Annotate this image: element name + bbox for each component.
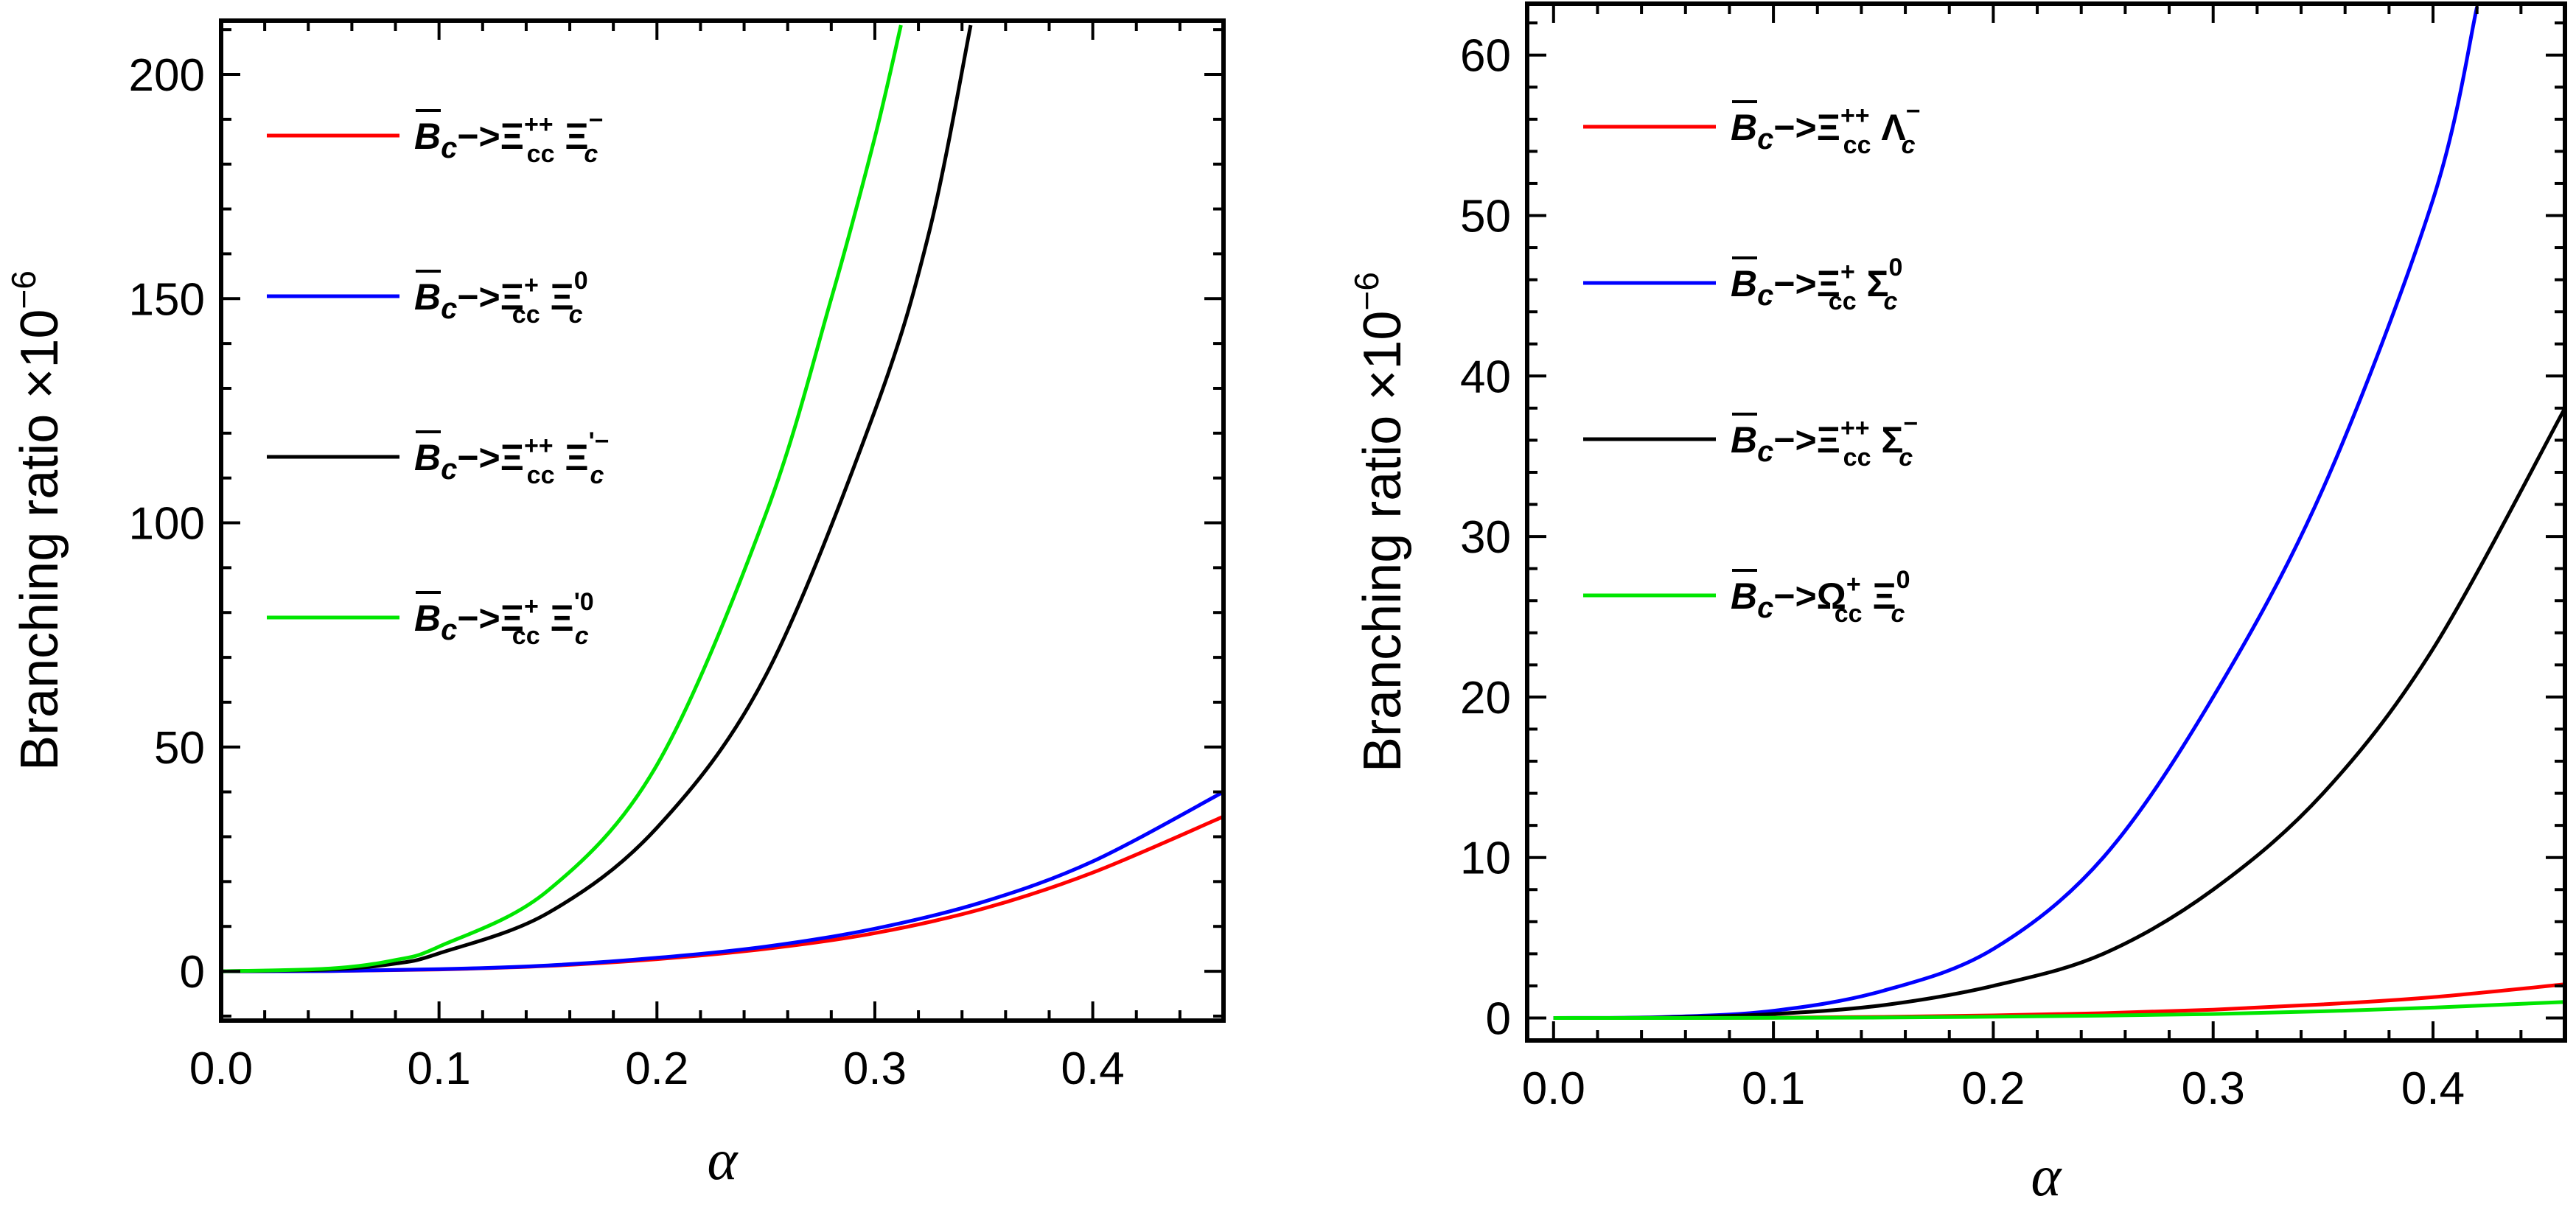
x-tick-label: 0.3 bbox=[843, 1043, 907, 1094]
legend-label: Bc−>Ξ++ cc Ξ'− c bbox=[414, 427, 610, 489]
series-line-0 bbox=[1553, 982, 2565, 1021]
legend-label: Bc−>Ξ++ cc Λ− c bbox=[1731, 97, 1921, 159]
legend-label: Bc−>Ξ+ cc Ξ0 c bbox=[414, 267, 588, 329]
series-line-3 bbox=[221, 24, 903, 973]
y-tick-label: 200 bbox=[129, 50, 205, 101]
right-chart-panel: 0.0 0.1 0.2 0.3 0.4 0 10 20 30 40 50 60 α Branching r… bbox=[1347, 1, 2567, 1207]
y-tick-label: 100 bbox=[129, 499, 205, 550]
legend-label: Bc−>Ξ++ cc Σ− c bbox=[1731, 410, 1918, 472]
x-tick-label: 0.0 bbox=[1522, 1063, 1585, 1114]
legend-item: Bc−>Ξ++ cc Ξ− c bbox=[267, 106, 603, 168]
legend-label: Bc−>Ξ++ cc Ξ− c bbox=[414, 106, 603, 168]
y-tick-label: 0 bbox=[180, 947, 205, 998]
x-axis-title: α bbox=[2031, 1144, 2063, 1207]
x-axis-title: α bbox=[708, 1127, 739, 1192]
y-tick-label: 30 bbox=[1460, 512, 1511, 563]
legend-item: Bc−>Ξ++ cc Σ− c bbox=[1583, 410, 1918, 472]
legend-item: Bc−>Ξ+ cc Ξ'0 c bbox=[267, 588, 594, 650]
legend-label: Bc−>Ξ+ cc Σ0 c bbox=[1731, 253, 1902, 315]
series-line-3 bbox=[1553, 1000, 2565, 1021]
x-tick-label: 0.0 bbox=[189, 1043, 253, 1094]
series-line-2 bbox=[221, 24, 973, 973]
series-group bbox=[1553, 6, 2565, 1021]
y-tick-label: 60 bbox=[1460, 31, 1511, 82]
plot-frame bbox=[219, 18, 1226, 1023]
legend-label: Bc−>Ω+ cc Ξ0 c bbox=[1731, 566, 1910, 628]
y-axis-title: Branching ratio ×10−6 bbox=[4, 270, 69, 771]
series-line-1 bbox=[1553, 6, 2479, 1020]
legend-item: Bc−>Ξ+ cc Σ0 c bbox=[1583, 253, 1902, 315]
x-tick-label: 0.1 bbox=[408, 1043, 471, 1094]
x-tick-label: 0.4 bbox=[2401, 1063, 2465, 1114]
left-chart-panel: 0.0 0.1 0.2 0.3 0.4 0 50 100 150 200 α Branching ra… bbox=[4, 18, 1226, 1192]
x-tick-label: 0.2 bbox=[625, 1043, 688, 1094]
y-tick-label: 40 bbox=[1460, 351, 1511, 402]
y-tick-label: 0 bbox=[1486, 994, 1511, 1045]
legend-item: Bc−>Ξ++ cc Ξ'− c bbox=[267, 427, 610, 489]
x-tick-label: 0.2 bbox=[1961, 1063, 2025, 1114]
series-group bbox=[221, 24, 1224, 973]
x-tick-label: 0.1 bbox=[1742, 1063, 1805, 1114]
y-tick-label: 150 bbox=[129, 274, 205, 325]
x-tick-label: 0.4 bbox=[1061, 1043, 1125, 1094]
y-tick-label: 10 bbox=[1460, 833, 1511, 884]
y-tick-label: 20 bbox=[1460, 673, 1511, 724]
plot-frame bbox=[1525, 1, 2567, 1043]
series-line-2 bbox=[1553, 407, 2565, 1021]
legend-item: Bc−>Ξ++ cc Λ− c bbox=[1583, 97, 1921, 159]
series-line-0 bbox=[221, 814, 1224, 973]
series-line-1 bbox=[221, 790, 1224, 973]
legend-label: Bc−>Ξ+ cc Ξ'0 c bbox=[414, 588, 594, 650]
y-axis-title: Branching ratio ×10−6 bbox=[1347, 272, 1412, 772]
legend-item: Bc−>Ξ+ cc Ξ0 c bbox=[267, 267, 588, 329]
x-tick-label: 0.3 bbox=[2182, 1063, 2245, 1114]
y-tick-label: 50 bbox=[1460, 191, 1511, 242]
legend-item: Bc−>Ω+ cc Ξ0 c bbox=[1583, 566, 1910, 628]
y-tick-label: 50 bbox=[154, 723, 205, 774]
